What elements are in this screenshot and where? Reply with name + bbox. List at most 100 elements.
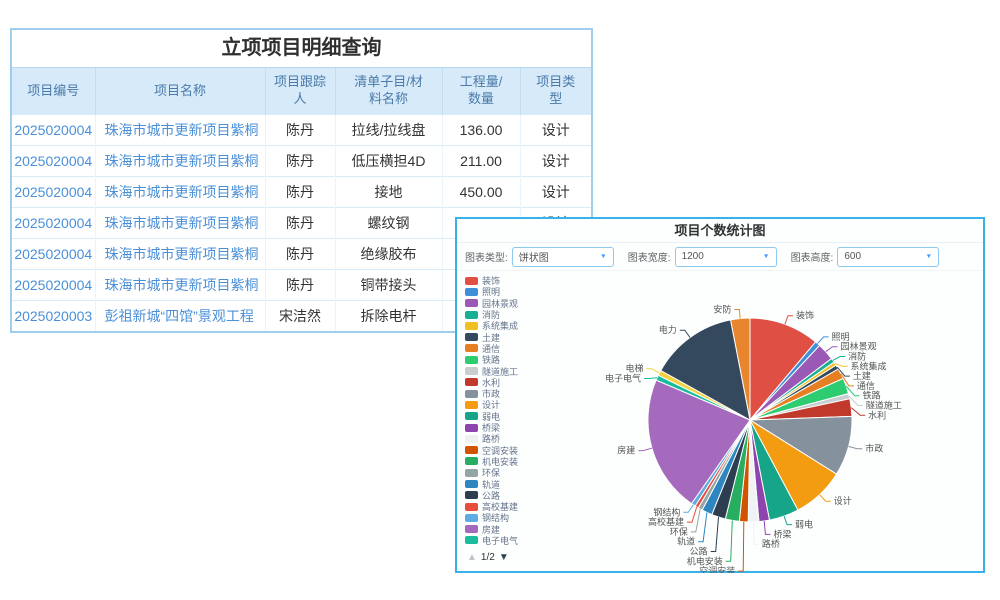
cell-name[interactable]: 珠海市城市更新项目紫桐: [94, 238, 265, 270]
cell-code[interactable]: 2025020004: [12, 238, 95, 270]
svg-text:桥梁: 桥梁: [773, 528, 791, 539]
legend-item[interactable]: 铁路: [465, 354, 561, 365]
legend-swatch: [465, 276, 478, 285]
legend-label: 市政: [482, 389, 501, 400]
pie-label-电力: 电力: [659, 324, 691, 338]
pie-label-铁路: 铁路: [845, 385, 881, 401]
cell-name[interactable]: 珠海市城市更新项目紫桐: [94, 207, 265, 239]
column-header: 工程量/数量: [441, 68, 520, 115]
svg-text:照明: 照明: [832, 332, 850, 342]
table-row: 2025020004 珠海市城市更新项目紫桐 陈丹 绝缘胶布: [12, 238, 591, 270]
cell-tracker: 陈丹: [264, 114, 335, 146]
legend-item[interactable]: 房建: [465, 524, 561, 535]
legend-item[interactable]: 通信: [465, 343, 561, 354]
legend-item[interactable]: 环保: [465, 467, 561, 478]
table-header-row: 项目编号 项目名称 项目跟踪人 清单子目/材料名称 工程量/数量 项目类型: [12, 68, 591, 115]
legend-item[interactable]: 隧道施工: [465, 365, 561, 377]
legend-label: 照明: [482, 287, 501, 298]
cell-name[interactable]: 珠海市城市更新项目紫桐: [94, 269, 265, 301]
cell-code[interactable]: 2025020004: [12, 114, 95, 146]
pie-label-轨道: 轨道: [677, 512, 708, 547]
legend-item[interactable]: 照明: [465, 286, 561, 297]
legend-item[interactable]: 水利: [465, 377, 561, 388]
legend-label: 钢结构: [482, 513, 510, 524]
legend-item[interactable]: 机电安装: [465, 456, 561, 467]
cell-tracker: 陈丹: [264, 145, 335, 177]
legend-swatch: [465, 412, 478, 421]
legend-label: 通信: [482, 343, 501, 354]
control-label: 图表宽度:: [627, 253, 671, 264]
cell-name[interactable]: 珠海市城市更新项目紫桐: [94, 145, 265, 177]
legend-item[interactable]: 弱电: [465, 411, 561, 422]
cell-code[interactable]: 2025020004: [12, 207, 95, 239]
chevron-down-icon: ▼: [762, 253, 770, 260]
pie-label-隧道施工: 隧道施工: [848, 395, 902, 410]
control-select[interactable]: 1200 ▼: [674, 246, 777, 267]
column-header: 清单子目/材料名称: [334, 68, 442, 115]
cell-item: 螺纹钢: [334, 207, 442, 239]
cell-item: 拆除电杆: [334, 300, 442, 331]
pie-label-电梯: 电梯: [626, 363, 660, 374]
cell-code[interactable]: 2025020004: [12, 176, 95, 208]
legend-item[interactable]: 路桥: [465, 433, 561, 444]
legend-item[interactable]: 设计: [465, 399, 561, 410]
legend-item[interactable]: 消防: [465, 309, 561, 320]
legend-swatch: [465, 367, 478, 376]
cell-code[interactable]: 2025020004: [12, 269, 95, 301]
legend-item[interactable]: 土建: [465, 331, 561, 343]
svg-text:公路: 公路: [690, 545, 708, 556]
legend-swatch: [465, 491, 478, 500]
pie-slice-电力[interactable]: [660, 319, 751, 421]
legend-label: 桥梁: [482, 423, 501, 434]
svg-text:机电安装: 机电安装: [687, 555, 723, 566]
column-header: 项目跟踪人: [264, 68, 335, 115]
legend-swatch: [465, 423, 478, 432]
legend-label: 隧道施工: [482, 366, 519, 377]
pie-label-水利: 水利: [850, 407, 886, 420]
pie-label-房建: 房建: [617, 445, 653, 456]
cell-name[interactable]: 珠海市城市更新项目紫桐: [94, 176, 265, 208]
legend-item[interactable]: 市政: [465, 388, 561, 399]
chart-control: 图表类型: 饼状图 ▼: [465, 246, 614, 267]
cell-name[interactable]: 彭祖新城“四馆”景观工程: [94, 300, 265, 331]
chart-window: 项目个数统计图 图表类型: 饼状图 ▼ 图表宽度: 1200 ▼ 图表高度: 600 ▼ 安防装…: [455, 217, 985, 573]
legend-swatch: [465, 446, 478, 455]
legend-label: 铁路: [482, 355, 501, 366]
svg-text:装饰: 装饰: [796, 310, 814, 321]
cell-code[interactable]: 2025020004: [12, 145, 95, 177]
cell-name[interactable]: 珠海市城市更新项目紫桐: [94, 114, 265, 146]
pie-label-园林景观: 园林景观: [825, 341, 877, 353]
cell-type: 设计: [519, 114, 591, 146]
table-title: 立项项目明细查询: [12, 30, 591, 68]
legend-label: 机电安装: [482, 456, 519, 467]
legend-item[interactable]: 高校基建: [465, 501, 561, 512]
svg-text:路桥: 路桥: [762, 538, 780, 549]
legend-swatch: [465, 502, 478, 511]
pie-label-市政: 市政: [848, 443, 883, 454]
legend-swatch: [465, 479, 478, 488]
legend-item[interactable]: 钢结构: [465, 512, 561, 523]
chevron-down-icon: ▼: [599, 253, 607, 260]
legend-item[interactable]: 桥梁: [465, 422, 561, 433]
pie-label-土建: 土建: [836, 366, 871, 381]
legend-label: 电子电气: [482, 535, 519, 546]
legend-swatch: [465, 389, 478, 398]
legend-page-down-icon[interactable]: ▼: [498, 552, 509, 563]
svg-text:通信: 通信: [857, 380, 875, 391]
legend-item[interactable]: 公路: [465, 490, 561, 501]
control-select[interactable]: 饼状图 ▼: [511, 246, 614, 267]
legend-item[interactable]: 轨道: [465, 478, 561, 490]
cell-code[interactable]: 2025020003: [12, 300, 95, 331]
pie-slice-装饰[interactable]: [749, 317, 817, 422]
control-select[interactable]: 600 ▼: [837, 246, 940, 267]
svg-text:弱电: 弱电: [795, 519, 813, 530]
pie-label-弱电: 弱电: [783, 515, 813, 530]
legend-item[interactable]: 系统集成: [465, 320, 561, 331]
legend-page-up-icon[interactable]: ▲: [467, 552, 477, 563]
legend-item[interactable]: 装饰: [465, 275, 561, 286]
chart-control: 图表高度: 600 ▼: [791, 246, 940, 267]
legend-item[interactable]: 园林景观: [465, 298, 561, 309]
cell-item: 拉线/拉线盘: [334, 114, 442, 146]
legend-item[interactable]: 电子电气: [465, 535, 561, 546]
legend-item[interactable]: 空调安装: [465, 444, 561, 456]
